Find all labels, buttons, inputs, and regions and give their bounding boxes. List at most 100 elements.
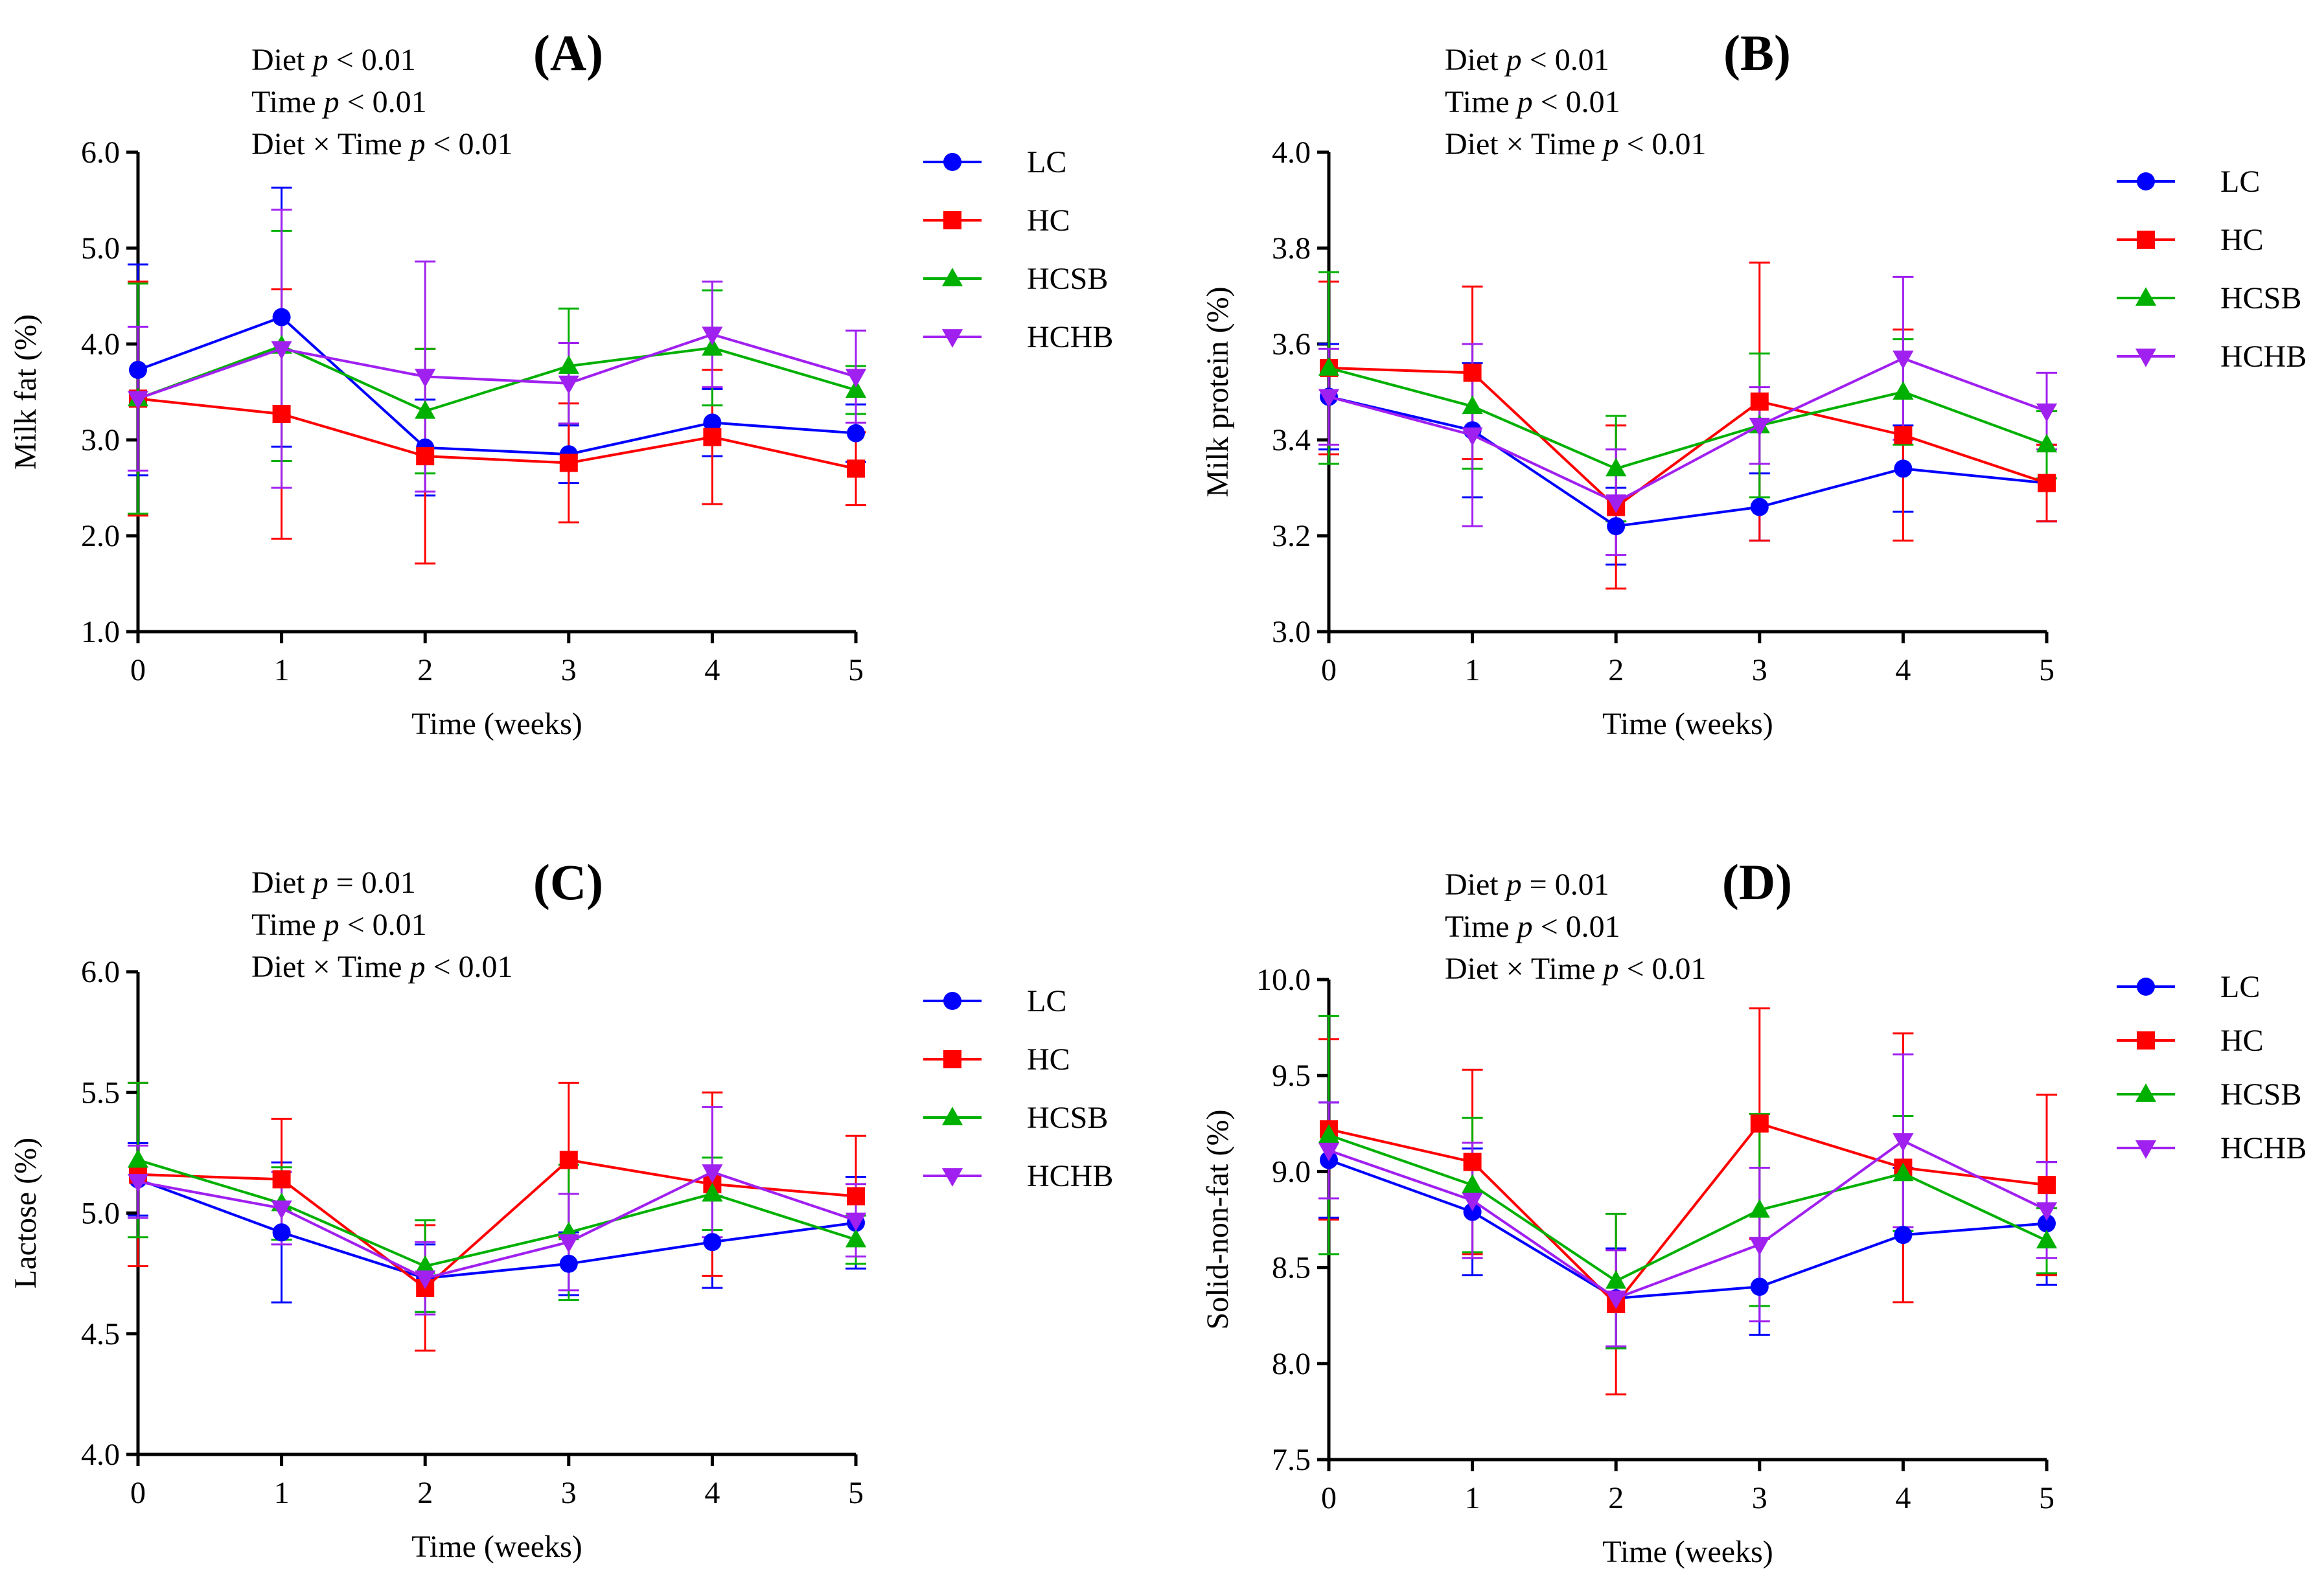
legend-label: HCHB — [2220, 1131, 2307, 1165]
x-tick-label: 1 — [1465, 653, 1480, 687]
legend-marker — [941, 268, 963, 286]
point-hchb — [415, 369, 436, 388]
point-hc — [847, 1187, 865, 1206]
point-lc — [847, 424, 865, 442]
panel-a: (A) Diet p < 0.01 Time p < 0.01 Diet × Time… — [8, 25, 1113, 741]
error-bars-hchb — [128, 209, 866, 493]
series-line-hchb — [1328, 1139, 2047, 1300]
series-line-hchb — [137, 1171, 857, 1280]
series-line-lc — [1328, 395, 2047, 528]
point-lc — [559, 1254, 578, 1273]
y-tick-label: 4.5 — [81, 1317, 120, 1351]
point-hchb — [127, 1174, 149, 1193]
legend-marker — [943, 1050, 961, 1068]
point-hc — [416, 447, 435, 466]
x-tick-label: 0 — [1321, 1481, 1337, 1515]
point-lc — [2038, 1214, 2056, 1233]
y-tick-label: 5.0 — [81, 1197, 120, 1231]
axes — [1327, 152, 2047, 634]
y-tick-label: 3.0 — [81, 423, 120, 457]
point-hcsb — [1318, 357, 1340, 376]
point-hc — [272, 405, 291, 424]
stat-line: Diet p < 0.01 — [251, 43, 416, 77]
y-tick-label: 4.0 — [81, 327, 120, 361]
error-bars-hchb — [1318, 275, 2057, 557]
y-axis-label: Solid-non-fat (%) — [1201, 1110, 1235, 1330]
y-axis-label: Lactose (%) — [8, 1138, 43, 1289]
error-bars-hc — [128, 281, 866, 565]
y-tick-label: 1.0 — [81, 615, 120, 649]
point-hcsb — [2036, 1230, 2058, 1249]
point-lc — [129, 360, 147, 379]
axes — [136, 972, 856, 1456]
series-line-hc — [1328, 367, 2047, 509]
y-tick-label: 8.0 — [1272, 1347, 1311, 1381]
legend-marker — [943, 153, 961, 171]
point-hc — [559, 453, 578, 472]
point-hcsb — [845, 1228, 867, 1248]
y-tick-label: 3.2 — [1272, 519, 1311, 553]
point-hchb — [1462, 427, 1483, 446]
error-bars-hcsb — [1318, 271, 2057, 523]
error-bars-lc — [1318, 1101, 2057, 1349]
series-line-lc — [137, 1178, 857, 1280]
point-hcsb — [1462, 1174, 1483, 1193]
stat-line: Time p < 0.01 — [1445, 910, 1620, 944]
x-axis-label: Time (weeks) — [1602, 1535, 1773, 1569]
point-hc — [1750, 1114, 1769, 1133]
axes — [136, 152, 856, 634]
y-tick-label: 9.0 — [1272, 1154, 1311, 1189]
point-hc — [847, 459, 865, 478]
legend-label: HCSB — [1027, 262, 1108, 296]
y-tick-label: 5.5 — [81, 1075, 120, 1110]
stat-line: Diet p < 0.01 — [1445, 43, 1609, 77]
point-hcsb — [1605, 457, 1627, 477]
point-hchb — [271, 1200, 292, 1219]
x-tick-label: 4 — [1895, 653, 1911, 687]
point-hc — [1750, 392, 1769, 411]
point-lc — [272, 1223, 291, 1242]
y-tick-label: 4.0 — [81, 1438, 120, 1472]
point-hcsb — [1605, 1270, 1627, 1289]
x-tick-label: 5 — [2039, 1481, 2054, 1515]
series-line-hcsb — [137, 344, 857, 413]
x-tick-label: 1 — [274, 653, 290, 687]
legend-marker — [2135, 1083, 2157, 1102]
point-lc — [703, 1233, 722, 1252]
y-tick-label: 3.4 — [1272, 423, 1311, 457]
point-hchb — [2036, 1202, 2058, 1221]
legend: LC HC HCSB HCHB — [923, 145, 1113, 354]
y-axis-label: Milk fat (%) — [8, 314, 43, 470]
y-tick-label: 5.0 — [81, 231, 120, 266]
legend-marker — [943, 211, 961, 229]
stat-line: Time p < 0.01 — [251, 85, 427, 119]
x-tick-label: 2 — [1608, 1481, 1624, 1515]
legend-label: HCHB — [2220, 339, 2307, 374]
legend-label: HCSB — [2220, 281, 2301, 316]
series-line-hcsb — [1328, 1134, 2047, 1283]
x-axis-label: Time (weeks) — [411, 1530, 582, 1564]
x-tick-label: 5 — [2039, 653, 2054, 687]
point-lc — [703, 413, 722, 432]
x-axis-label: Time (weeks) — [1602, 707, 1773, 741]
x-tick-label: 1 — [1465, 1481, 1480, 1515]
stat-line: Time p < 0.01 — [1445, 85, 1620, 119]
point-lc — [1607, 517, 1626, 536]
point-hchb — [1318, 389, 1340, 408]
point-hchb — [1318, 1142, 1340, 1162]
legend-marker — [2137, 978, 2155, 996]
error-bars-hc — [1318, 1007, 2057, 1395]
point-hchb — [2036, 403, 2058, 422]
x-tick-label: 1 — [274, 1476, 290, 1510]
error-bars-lc — [128, 1142, 866, 1313]
point-lc — [1894, 1226, 1913, 1245]
error-bars-hcsb — [128, 229, 866, 515]
y-tick-label: 9.5 — [1272, 1059, 1311, 1093]
legend-marker — [941, 329, 963, 348]
x-tick-label: 5 — [848, 653, 864, 687]
x-tick-label: 5 — [848, 1476, 864, 1510]
legend-marker — [2135, 287, 2157, 306]
point-hchb — [845, 1212, 867, 1232]
legend-marker — [941, 1107, 963, 1125]
